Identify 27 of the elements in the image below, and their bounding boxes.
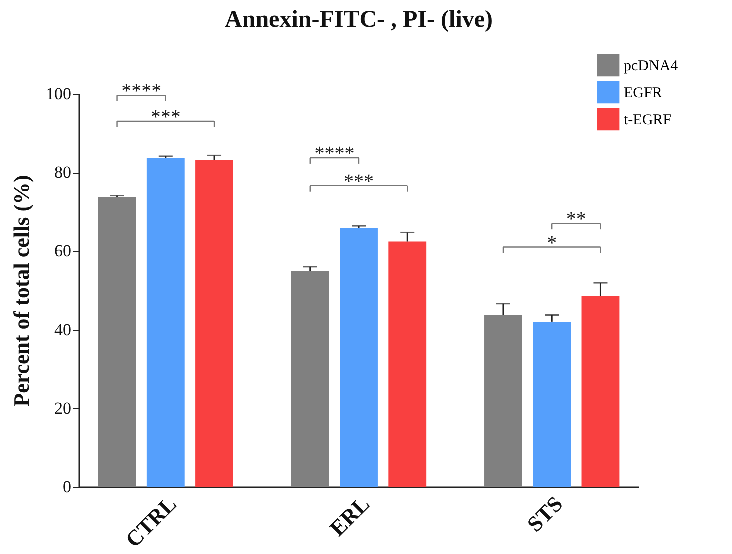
bar (98, 196, 136, 487)
y-axis-title: Percent of total cells (%) (9, 175, 34, 407)
annotation: ** (566, 208, 586, 231)
y-tick-label: 40 (54, 320, 72, 340)
bar (533, 322, 572, 487)
bar (291, 271, 330, 487)
bar (388, 242, 427, 487)
legend-label: t-EGRF (624, 112, 672, 128)
annotation: *** (344, 170, 374, 193)
y-tick-label: 100 (46, 84, 72, 104)
bar (196, 160, 234, 487)
y-tick-label: 20 (54, 398, 72, 418)
bar (582, 296, 620, 487)
bar (146, 158, 185, 487)
legend-label: EGFR (624, 86, 662, 102)
bar (484, 315, 522, 487)
y-tick-label: 80 (54, 163, 72, 182)
bar (340, 228, 378, 487)
annotation: *** (150, 106, 181, 129)
y-tick-label: 60 (54, 242, 72, 261)
chart-title: Annexin-FITC- , PI- (live) (225, 7, 493, 33)
x-tick-label: STS (522, 491, 568, 537)
legend-label: pcDNA4 (624, 58, 679, 74)
annotation: * (547, 232, 558, 254)
y-tick-label: 0 (63, 478, 72, 496)
annotation: **** (122, 80, 162, 103)
annotation: **** (314, 143, 355, 166)
